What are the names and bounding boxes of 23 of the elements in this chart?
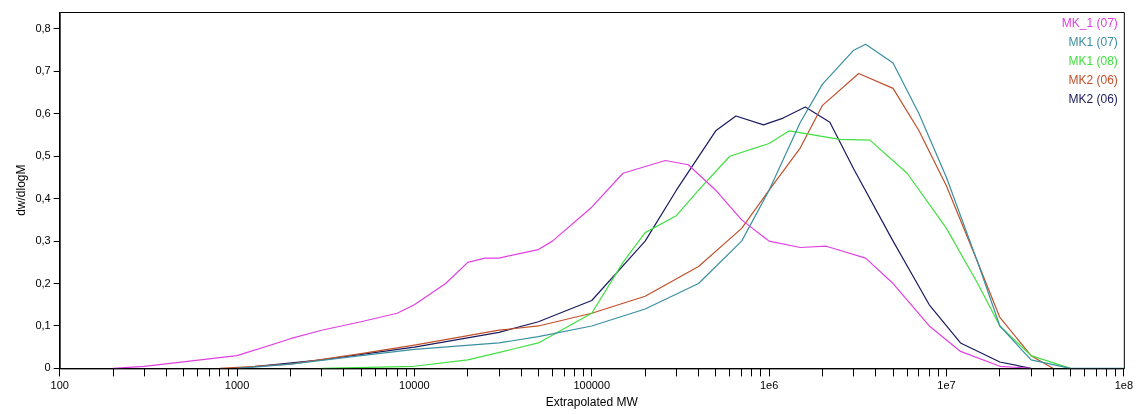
x-tick-label: 100 [50,379,69,392]
y-tick-label: 0,2 [35,276,51,289]
text: MK_1 (07) [1061,16,1118,31]
x-tick-label: 1e6 [759,379,779,392]
text: MK1 (07) [1068,35,1118,50]
y-axis-title: dw/dlogM [13,164,28,216]
x-tick-label: 1000 [224,379,250,392]
y-tick-label: 0 [44,361,51,374]
y-tick-label: 0,3 [35,234,51,247]
x-tick-label: 1e7 [937,379,956,392]
text: MK2 (06) [1068,73,1118,88]
x-tick-label: 100000 [573,379,611,392]
y-tick-label: 0,7 [35,64,51,77]
y-tick-label: 0,1 [35,319,51,331]
y-tick-label: 0,8 [35,22,51,34]
x-tick-label: 10000 [399,379,430,392]
y-tick-label: 0,5 [35,149,51,162]
x-tick-label: 1e8 [1114,379,1133,392]
y-tick-label: 0,4 [35,191,51,204]
text: MK1 (08) [1068,54,1118,69]
y-tick-label: 0,6 [35,106,51,119]
x-axis-title: Extrapolated MW [545,395,639,410]
text: MK2 (06) [1068,92,1118,107]
